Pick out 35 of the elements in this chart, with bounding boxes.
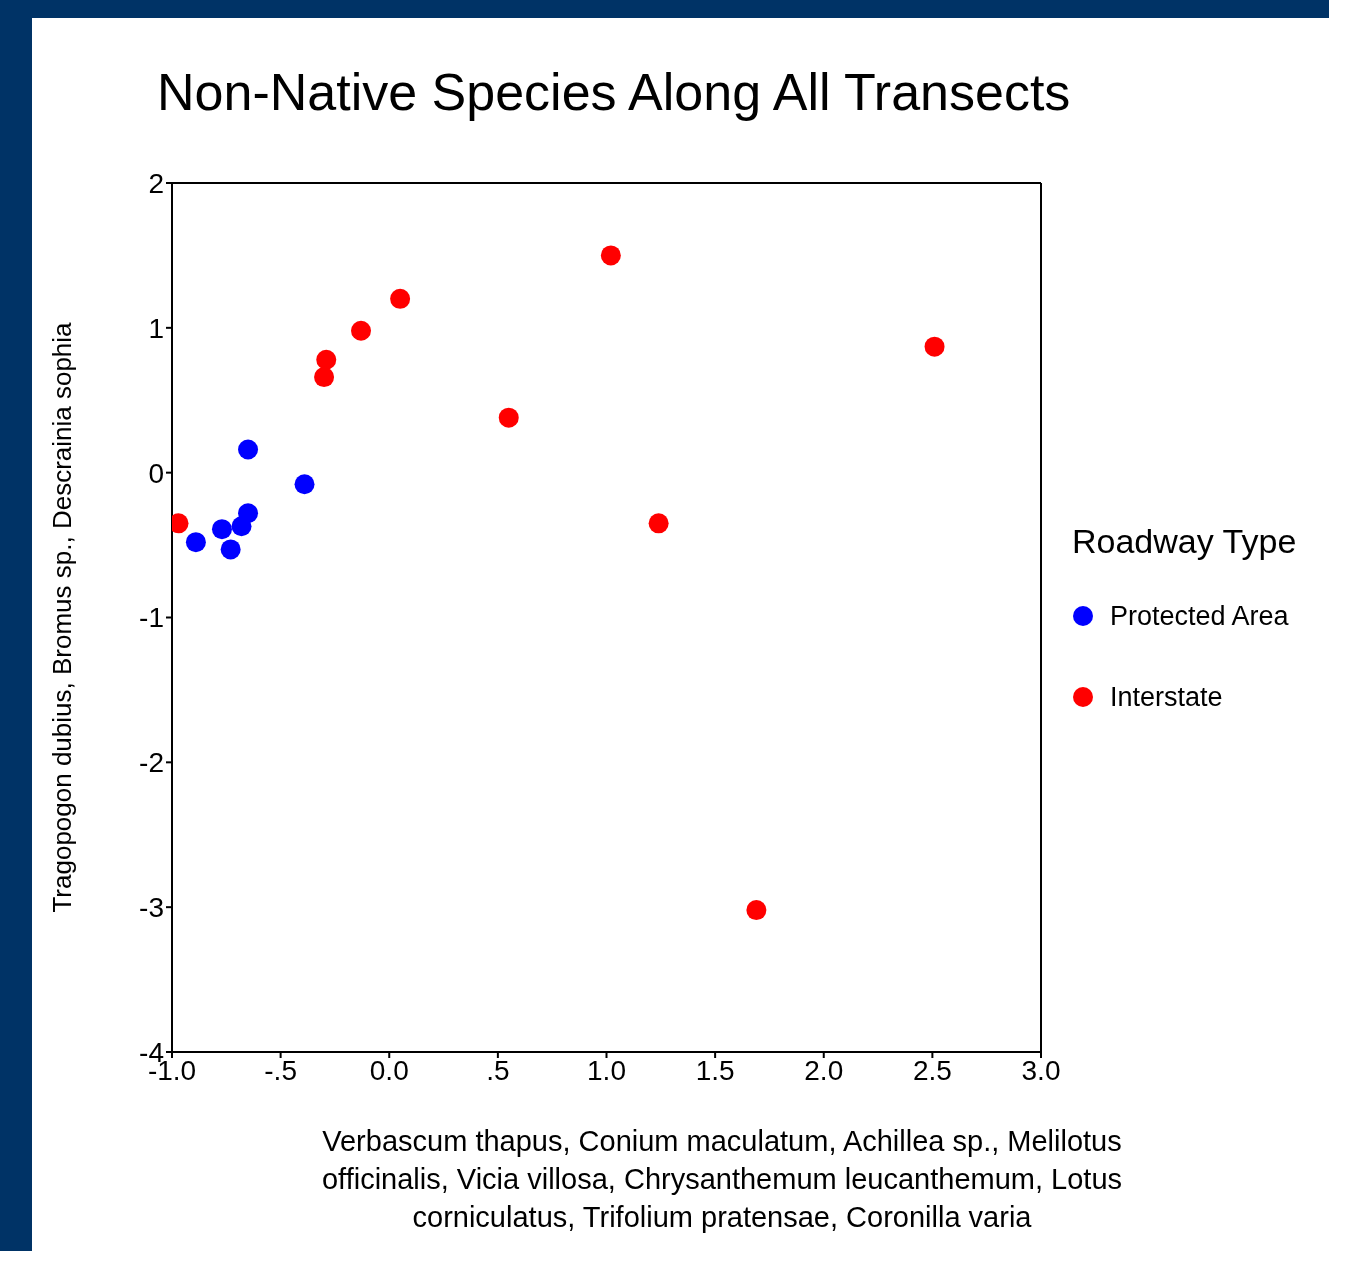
point — [211, 519, 232, 540]
y-tick-label: -1 — [139, 602, 164, 634]
x-tick-label: 0.0 — [369, 1054, 409, 1086]
y-tick-label: 2 — [148, 167, 164, 199]
point — [648, 513, 669, 534]
x-tick-label: .5 — [486, 1054, 510, 1086]
x-tick-label: 2.0 — [804, 1054, 844, 1086]
point — [238, 439, 259, 460]
y-tick-label: -3 — [139, 892, 164, 924]
point — [314, 367, 335, 388]
point — [351, 320, 372, 341]
x-tick-label: 2.5 — [912, 1054, 952, 1086]
y-axis-title: Tragopogon dubius, Bromus sp., Descrainia sophia — [47, 321, 78, 913]
x-axis-title: Verbascum thapus, Conium maculatum, Achillea sp., Melilotus officinalis, Vicia villosa, Chrysanthemum leucanthemum, Lotus corniculatus, Trifolium pratensae, Coronilla varia — [321, 1124, 1123, 1235]
point — [220, 539, 241, 560]
x-tick-label: 1.5 — [695, 1054, 735, 1086]
point — [185, 532, 206, 553]
x-tick-label: 3.0 — [1021, 1054, 1061, 1086]
point — [316, 349, 337, 370]
point — [231, 516, 252, 537]
x-tick-label: -.5 — [264, 1054, 297, 1086]
point — [746, 900, 767, 921]
point — [498, 407, 519, 428]
chart-title: Non-Native Species Along All Transects — [156, 62, 1072, 123]
point — [924, 336, 945, 357]
point — [294, 474, 315, 495]
legend-label: Protected Area — [1110, 600, 1289, 632]
y-tick-label: -2 — [139, 747, 164, 779]
x-tick-label: 1.0 — [587, 1054, 626, 1086]
point — [390, 288, 411, 309]
legend-label: Interstate — [1110, 681, 1223, 713]
legend-title: Roadway Type — [1072, 521, 1298, 561]
y-tick-label: 1 — [148, 312, 164, 344]
point — [600, 245, 621, 266]
y-tick-label: 0 — [148, 457, 164, 489]
